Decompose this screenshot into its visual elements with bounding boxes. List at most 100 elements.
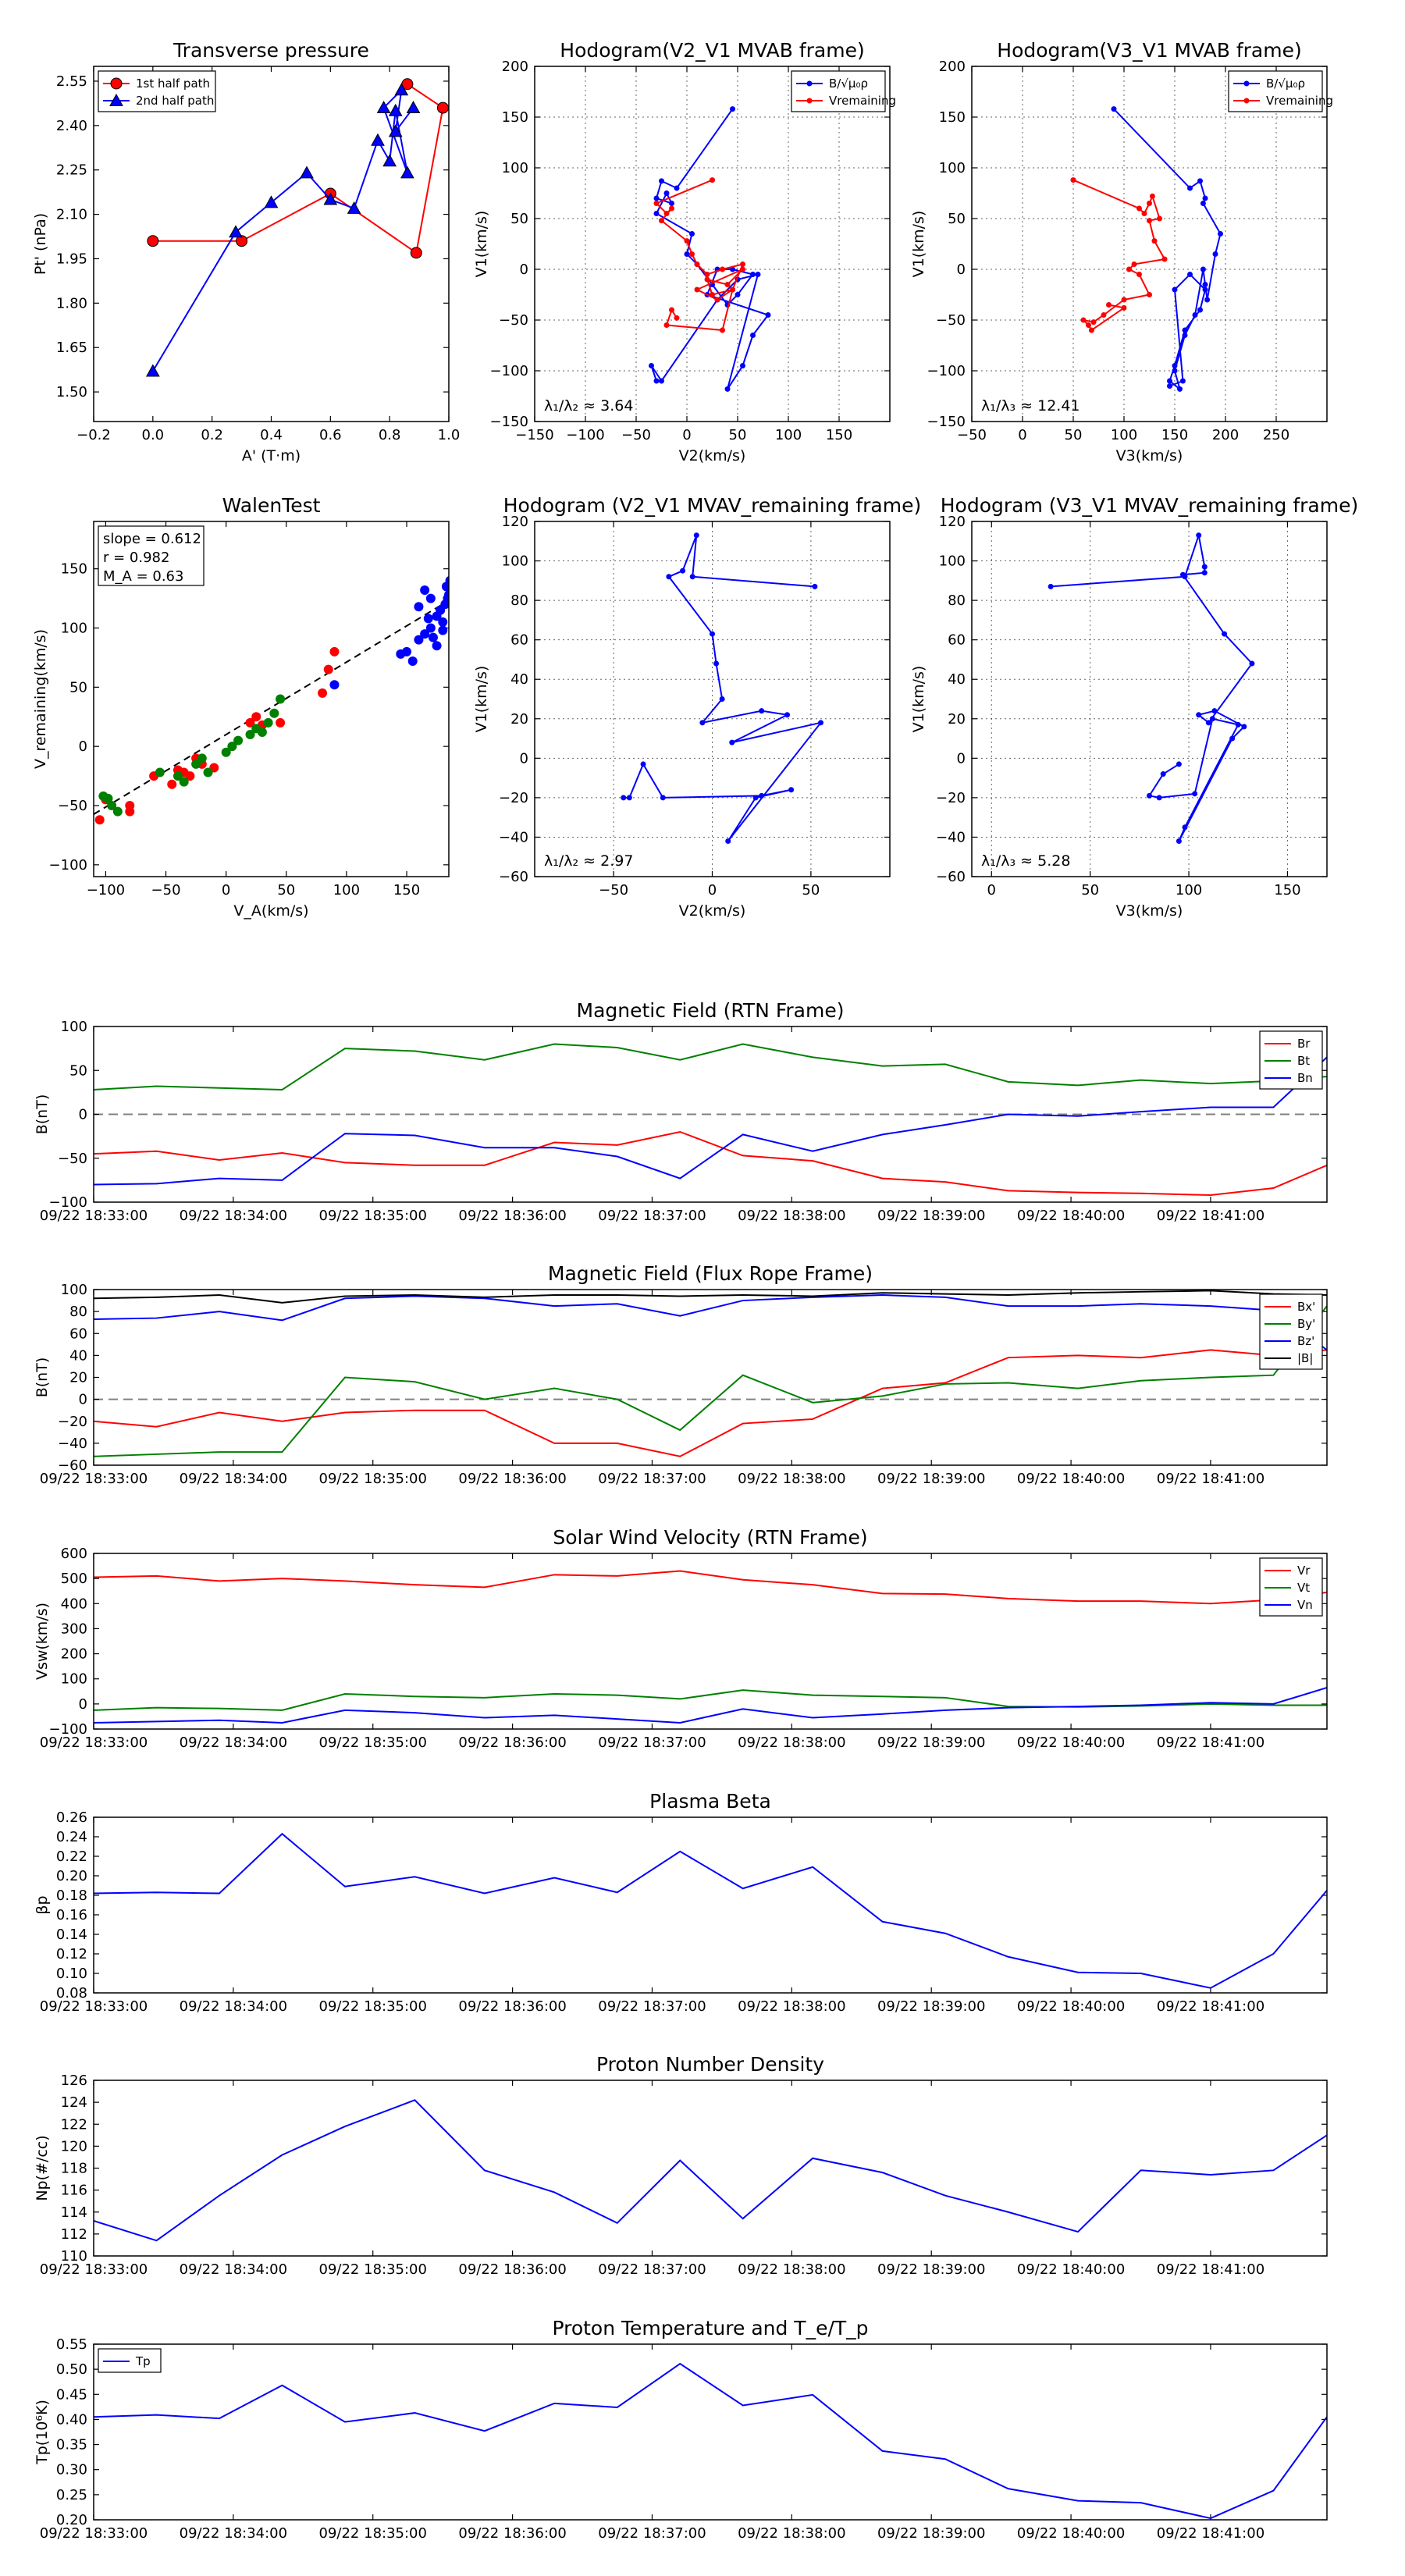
data-point (428, 632, 438, 642)
x-tick-label: −100 (566, 427, 604, 443)
y-tick-label: 0.14 (56, 1927, 87, 1943)
y-tick-label: 0 (79, 1392, 87, 1408)
data-point (1048, 583, 1054, 589)
data-point (666, 574, 672, 580)
legend-box (791, 70, 886, 112)
data-point (438, 625, 448, 635)
data-point (1241, 724, 1247, 730)
x-tick-label: 09/22 18:39:00 (877, 1735, 985, 1751)
axes-frame (534, 66, 891, 422)
axes-frame (93, 2343, 1328, 2521)
legend-label: Bz' (1297, 1334, 1314, 1348)
data-point (1131, 262, 1137, 267)
plot-area (94, 1043, 1327, 1197)
legend-label: B/√μ₀ρ (829, 76, 868, 91)
data-point (407, 656, 418, 666)
data-point (1218, 231, 1223, 237)
x-tick-label: 50 (1065, 427, 1083, 443)
y-tick-label: 40 (69, 1347, 87, 1364)
axes-frame (93, 1289, 1328, 1466)
y-tick-label: 100 (502, 553, 528, 570)
data-point (689, 574, 695, 580)
data-point (276, 694, 286, 704)
data-point (1201, 570, 1208, 576)
y-tick-label: 0.45 (56, 2386, 87, 2403)
series-line-Bt (94, 1043, 1327, 1091)
y-tick-label: 60 (510, 632, 528, 649)
y-tick-label: 0 (79, 738, 87, 755)
x-tick-label: 0.0 (142, 427, 165, 443)
data-point (663, 190, 670, 196)
x-tick-label: 09/22 18:35:00 (319, 2525, 427, 2542)
plot-area (145, 78, 449, 377)
data-point (680, 568, 686, 574)
y-tick-label: 80 (948, 592, 966, 609)
y-tick-label: 114 (61, 2204, 87, 2221)
plot-area (94, 2099, 1327, 2242)
y-tick-label: 100 (502, 160, 528, 176)
y-tick-label: 150 (502, 109, 528, 126)
data-point (1172, 363, 1178, 368)
y-tick-label: 0 (957, 262, 966, 278)
y-axis-label: Vsw(km/s) (34, 1603, 51, 1680)
x-tick-label: 09/22 18:33:00 (40, 2525, 148, 2542)
y-tick-label: 0.08 (56, 1985, 87, 2001)
axes-frame (93, 1026, 1328, 1203)
x-tick-label: 100 (333, 882, 360, 898)
plot-area (94, 576, 449, 825)
data-point (729, 739, 735, 745)
legend-label: Vr (1297, 1564, 1311, 1578)
plot-area (94, 2362, 1327, 2520)
x-tick-label: 09/22 18:36:00 (458, 2525, 566, 2542)
y-tick-label: 150 (61, 561, 87, 578)
y-tick-label: 0.20 (56, 1868, 87, 1884)
series-line-|B| (94, 1290, 1327, 1304)
data-point (714, 297, 720, 303)
chart-title: Plasma Beta (649, 1790, 771, 1813)
series-line-Bx' (94, 1349, 1327, 1457)
chart-hodo_v3_mvab: −50 0 50 100 150 200 250 −150 −100 −50 0 50 100 150 20… (910, 39, 1333, 464)
x-tick-label: 09/22 18:36:00 (458, 1998, 566, 2015)
data-point (659, 378, 664, 384)
data-point (441, 582, 449, 592)
y-axis-label: Tp(10⁶K) (34, 2400, 51, 2465)
x-tick-label: 100 (775, 427, 802, 443)
data-point (669, 205, 674, 212)
chart-hodo_v3_mvav: 0 50 100 150 −60 −40 −20 0 20 40 60 80 100 120Hodogra… (910, 494, 1358, 920)
x-tick-label: 0.8 (379, 427, 401, 443)
y-tick-label: 100 (61, 1282, 87, 1298)
y-tick-label: −20 (58, 1414, 87, 1430)
data-point (257, 727, 267, 737)
x-tick-label: −100 (87, 882, 125, 898)
x-tick-label: 09/22 18:34:00 (180, 1208, 287, 1224)
data-point (388, 124, 403, 137)
y-tick-label: 120 (502, 514, 528, 530)
legend-label: Vremaining (829, 94, 896, 108)
legend-label: 1st half path (136, 76, 210, 91)
y-tick-label: 20 (948, 711, 966, 728)
x-tick-label: 09/22 18:41:00 (1157, 2525, 1264, 2542)
data-point (724, 282, 731, 287)
chart-title: Hodogram(V3_V1 MVAB frame) (997, 39, 1301, 62)
data-point (1202, 195, 1208, 201)
y-tick-label: 118 (61, 2161, 87, 2177)
data-point (1200, 266, 1206, 272)
y-tick-label: 0.55 (56, 2336, 87, 2353)
x-tick-label: 09/22 18:41:00 (1157, 2261, 1264, 2278)
data-point (203, 767, 213, 777)
data-point (173, 771, 183, 781)
plot-area (1070, 106, 1223, 392)
y-tick-label: −40 (936, 829, 966, 845)
x-tick-label: 09/22 18:36:00 (458, 2261, 566, 2278)
data-point (1172, 368, 1178, 374)
data-point (730, 286, 735, 293)
y-tick-label: 100 (939, 160, 966, 176)
y-tick-label: 2.25 (56, 162, 87, 179)
y-tick-label: 200 (61, 1646, 87, 1663)
y-tick-label: 0 (79, 1696, 87, 1713)
data-point (300, 165, 314, 179)
data-point (94, 815, 105, 825)
chart-walen: −100 −50 0 50 100 150 −100 −50 0 50 100 150 WalenTes… (32, 494, 450, 920)
data-point (740, 266, 745, 272)
